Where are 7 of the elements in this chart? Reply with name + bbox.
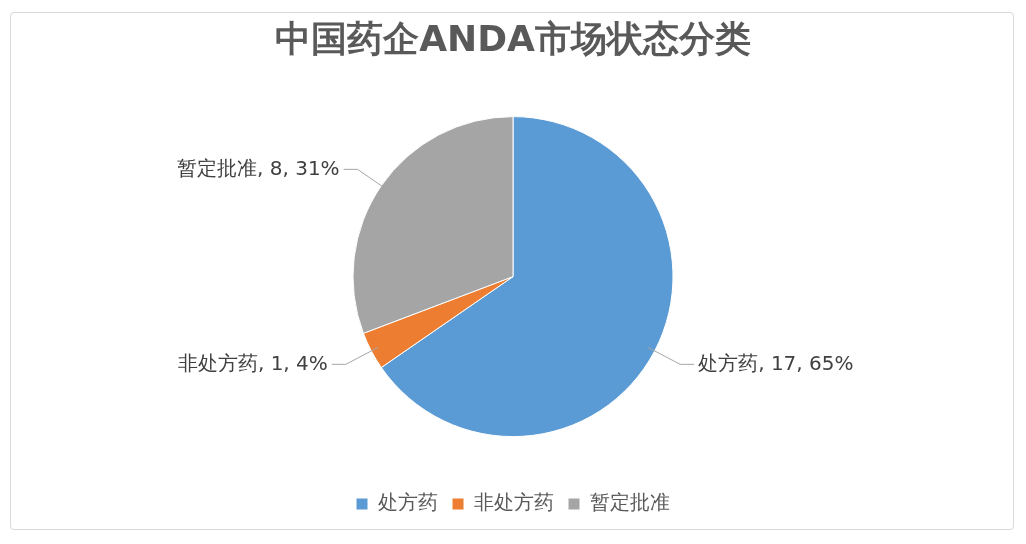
data-label: 处方药, 17, 65% bbox=[698, 350, 854, 375]
legend-label: 非处方药 bbox=[474, 490, 554, 515]
data-label: 暂定批准, 8, 31% bbox=[177, 155, 340, 180]
legend-label: 处方药 bbox=[378, 490, 438, 515]
data-label: 非处方药, 1, 4% bbox=[177, 350, 328, 375]
legend-label: 暂定批准 bbox=[590, 490, 670, 515]
chart-title: 中国药企ANDA市场状态分类 bbox=[275, 17, 751, 59]
